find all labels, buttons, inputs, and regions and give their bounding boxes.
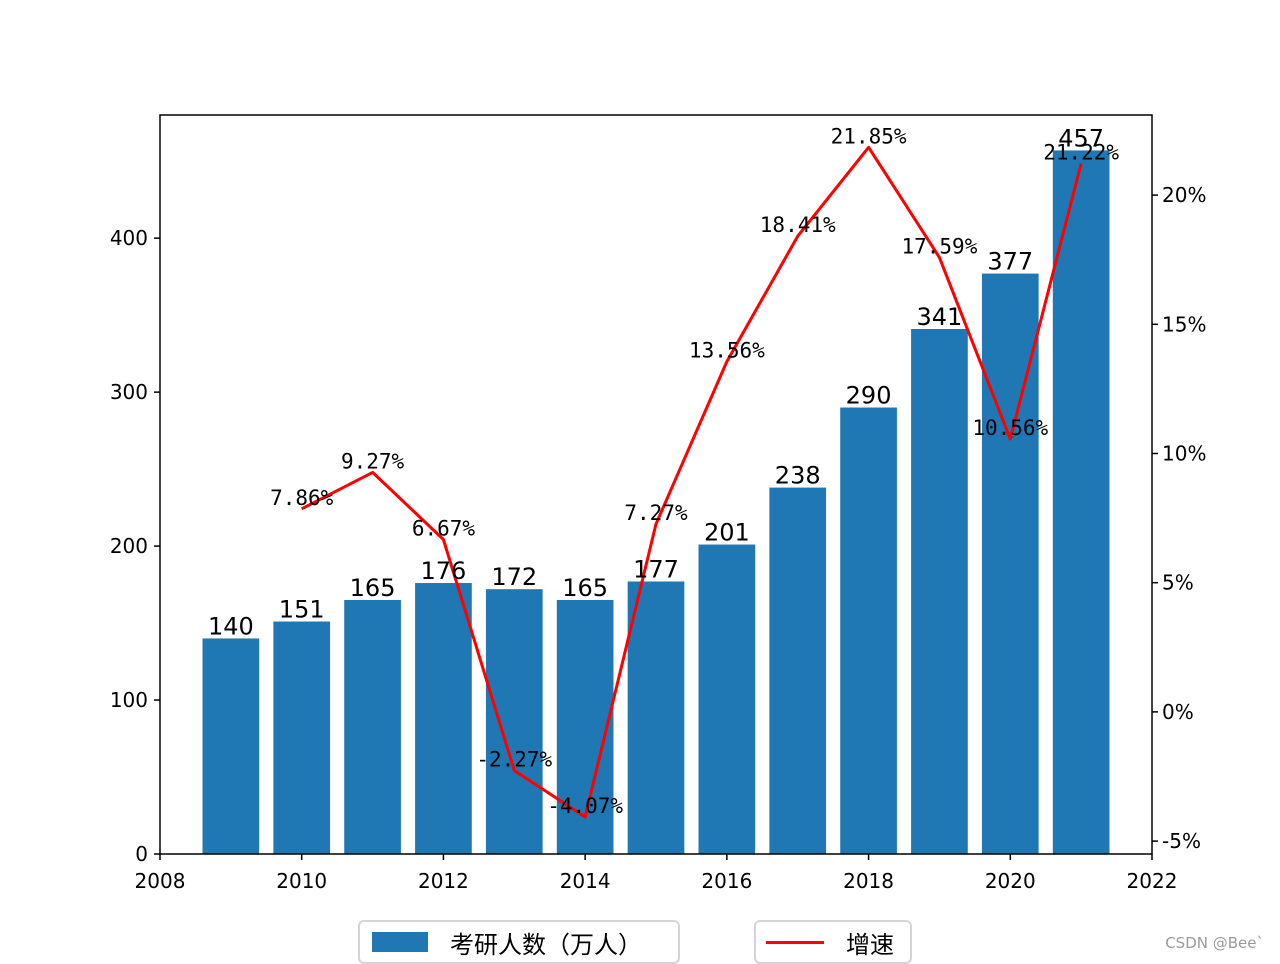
legend-line: 增速	[754, 920, 912, 964]
bar	[344, 599, 401, 854]
bar-value-label: 151	[279, 596, 325, 624]
growth-value-labels: 7.86% 9.27% 6.67% -2.27% -4.07% 7.27% 13.56% 18…	[270, 124, 1119, 818]
y-right-tick-label: 0%	[1162, 700, 1194, 724]
watermark: CSDN @Bee`	[1165, 934, 1264, 952]
y-right-tick-label: 10%	[1162, 441, 1206, 465]
legend-line-label: 增速	[846, 930, 894, 959]
bar-value-label: 176	[421, 557, 467, 585]
bar-value-label: 290	[846, 382, 892, 410]
growth-value-label: 9.27%	[341, 449, 405, 473]
bar	[415, 583, 472, 854]
y-right-tick-label: -5%	[1162, 829, 1201, 853]
bar-value-label: 140	[208, 612, 254, 640]
bar	[840, 407, 897, 854]
growth-value-label: -4.07%	[547, 794, 623, 818]
bar	[202, 638, 260, 854]
bar-series	[202, 150, 1110, 855]
legend-bar-swatch	[372, 932, 428, 952]
growth-value-label: 7.27%	[624, 501, 688, 525]
bar-value-label: 172	[491, 563, 537, 591]
legend-line-swatch	[766, 940, 824, 944]
legend-bar-label: 考研人数（万人）	[450, 930, 642, 959]
growth-value-label: 6.67%	[412, 517, 476, 541]
y-left-tick-label: 300	[110, 380, 148, 404]
x-tick-label: 2014	[560, 869, 611, 893]
growth-line-series	[301, 145, 1083, 819]
bar	[769, 487, 827, 854]
y-left-tick-label: 200	[110, 534, 148, 558]
bar-value-label: 177	[633, 555, 679, 583]
x-tick-label: 2010	[276, 869, 327, 893]
bar	[1052, 150, 1110, 855]
bar	[273, 621, 331, 854]
x-tick-label: 2016	[701, 869, 752, 893]
y-right-tick-label: 15%	[1162, 312, 1206, 336]
bar	[485, 589, 543, 854]
x-tick-label: 2012	[418, 869, 469, 893]
growth-value-label: 10.56%	[972, 416, 1048, 440]
growth-value-label: 13.56%	[689, 339, 765, 363]
bar-value-label: 457	[1058, 124, 1104, 152]
bar-value-label: 377	[987, 248, 1033, 276]
bar-value-label: 341	[917, 303, 963, 331]
y-right-tick-label: 20%	[1162, 183, 1206, 207]
y-left-tick-label: 0	[135, 842, 148, 866]
legend-bar: 考研人数（万人）	[358, 920, 680, 964]
growth-value-label: 7.86%	[270, 486, 334, 510]
x-axis: 2008 2010 2012 2014 2016 2018 2020 2022	[135, 854, 1178, 893]
bar	[911, 329, 968, 854]
bar-value-label: 201	[704, 519, 750, 547]
y-left-tick-label: 400	[110, 226, 148, 250]
x-tick-label: 2018	[843, 869, 894, 893]
bar-value-labels: 140 151 165 176 172 165 177 201 238 290 341 377 457	[208, 124, 1104, 640]
plot-frame	[159, 114, 1153, 855]
growth-line	[301, 145, 1083, 819]
growth-value-label: 21.85%	[831, 124, 907, 148]
bar-value-label: 238	[775, 462, 821, 490]
growth-value-label: -2.27%	[476, 748, 552, 772]
growth-value-label: 18.41%	[760, 213, 836, 237]
y-axis-right: -5% 0% 5% 10% 15% 20%	[1152, 183, 1206, 853]
bar	[698, 544, 756, 854]
bar-value-label: 165	[562, 574, 608, 602]
bar-value-label: 165	[350, 574, 396, 602]
bar	[627, 581, 685, 854]
y-right-tick-label: 5%	[1162, 571, 1194, 595]
x-tick-label: 2020	[985, 869, 1036, 893]
growth-value-label: 21.22%	[1043, 141, 1119, 165]
growth-value-label: 17.59%	[901, 234, 977, 258]
x-tick-label: 2022	[1127, 869, 1178, 893]
y-axis-left: 0 100 200 300 400	[110, 226, 160, 866]
x-tick-label: 2008	[135, 869, 186, 893]
y-left-tick-label: 100	[110, 688, 148, 712]
